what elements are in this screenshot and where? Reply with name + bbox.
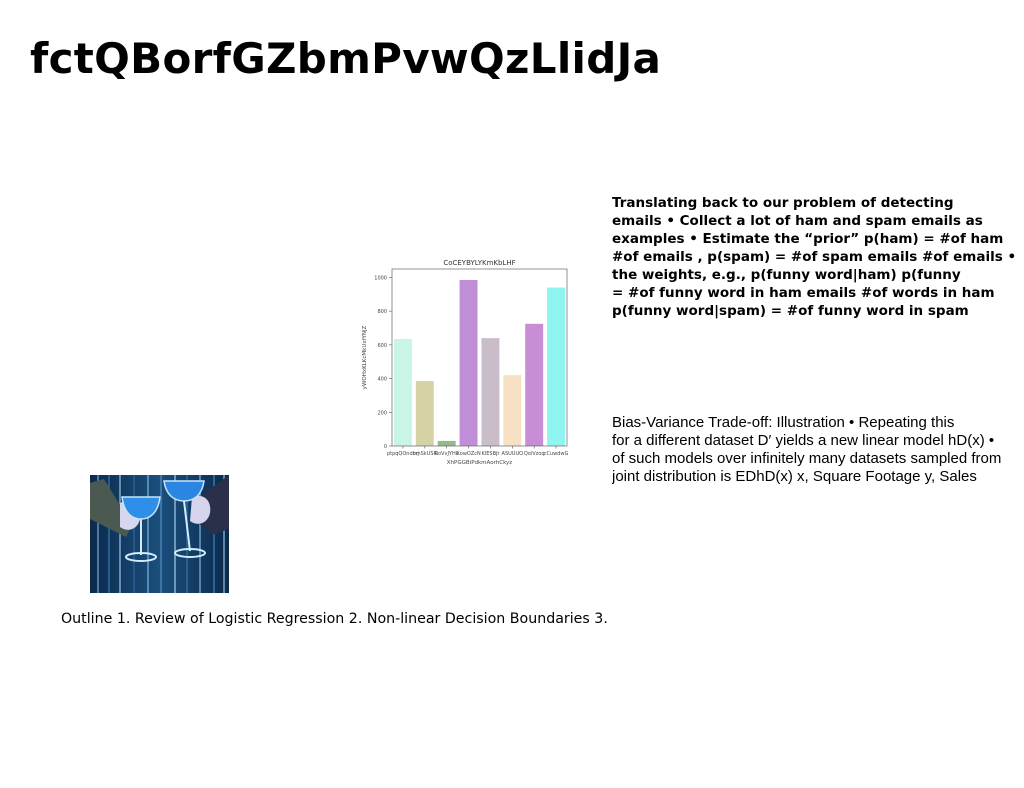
cocktail-glasses-photo (90, 475, 229, 593)
x-tick-label: bmSkUSR (413, 451, 438, 457)
paragraph-line: p(funny word|spam) = #of funny word in s… (612, 303, 969, 319)
bar (547, 287, 566, 446)
x-axis-label: XhPGGBiPdkmAorhCkyz (447, 460, 513, 466)
outline-text: Outline 1. Review of Logistic Regression… (61, 611, 608, 627)
x-tick-label: RoVvJYHk (435, 451, 459, 457)
paragraph-line: emails • Collect a lot of ham and spam e… (612, 213, 983, 229)
y-tick-label: 1000 (374, 275, 387, 281)
x-tick-label: XowOZcN (456, 451, 481, 457)
paragraph-line: = #of funny word in ham emails #of words… (612, 285, 995, 301)
paragraph-line: of such models over infinitely many data… (612, 450, 1002, 467)
bar (437, 440, 456, 446)
paragraph-line: joint distribution is EDhD(x) x, Square … (612, 468, 977, 485)
bar (503, 375, 522, 446)
naive-bayes-paragraph: Translating back to our problem of detec… (612, 194, 1024, 320)
paragraph-line: examples • Estimate the “prior” p(ham) =… (612, 231, 1004, 247)
x-tick-label: ptpqQOndmj (387, 451, 419, 457)
paragraph-line: the weights, e.g., p(funny word|ham) p(f… (612, 267, 961, 283)
x-tick-label: KIESBjt (482, 451, 500, 457)
x-tick-label: QoiVzoq (524, 451, 545, 457)
bar-chart-svg: CoCEYBYLYKmKbLHF 0 200 400 600 800 1000 ptpqQOn… (362, 259, 569, 466)
photo-illustration (90, 475, 229, 593)
bar-chart: CoCEYBYLYKmKbLHF 0 200 400 600 800 1000 ptpqQOn… (358, 255, 573, 470)
paragraph-line: Bias-Variance Trade-off: Illustration • … (612, 414, 955, 431)
paragraph-line: Translating back to our problem of detec… (612, 195, 954, 211)
chart-title: CoCEYBYLYKmKbLHF (443, 259, 515, 267)
bar (459, 279, 478, 446)
y-tick-label: 0 (384, 444, 387, 450)
bias-variance-paragraph: Bias-Variance Trade-off: Illustration • … (612, 414, 1024, 486)
y-axis-label: yWOHxKLKcMkUxfYNjZ (362, 325, 368, 389)
bar (481, 338, 500, 446)
x-tick-label: cCuwdwG (544, 451, 569, 457)
y-tick-label: 400 (377, 377, 387, 383)
paragraph-line: #of emails , p(spam) = #of spam emails #… (612, 249, 1017, 265)
y-tick-label: 600 (377, 343, 387, 349)
bar (393, 338, 412, 446)
y-tick-label: 200 (377, 410, 387, 416)
bar (415, 381, 434, 446)
plot-frame (391, 268, 568, 447)
y-tick-label: 800 (377, 309, 387, 315)
page-title: fctQBorfGZbmPvwQzLlidJa (30, 34, 662, 83)
paragraph-line: for a different dataset D′ yields a new … (612, 432, 995, 449)
bar (525, 323, 544, 446)
x-tick-label: ASUUUO (502, 451, 524, 457)
